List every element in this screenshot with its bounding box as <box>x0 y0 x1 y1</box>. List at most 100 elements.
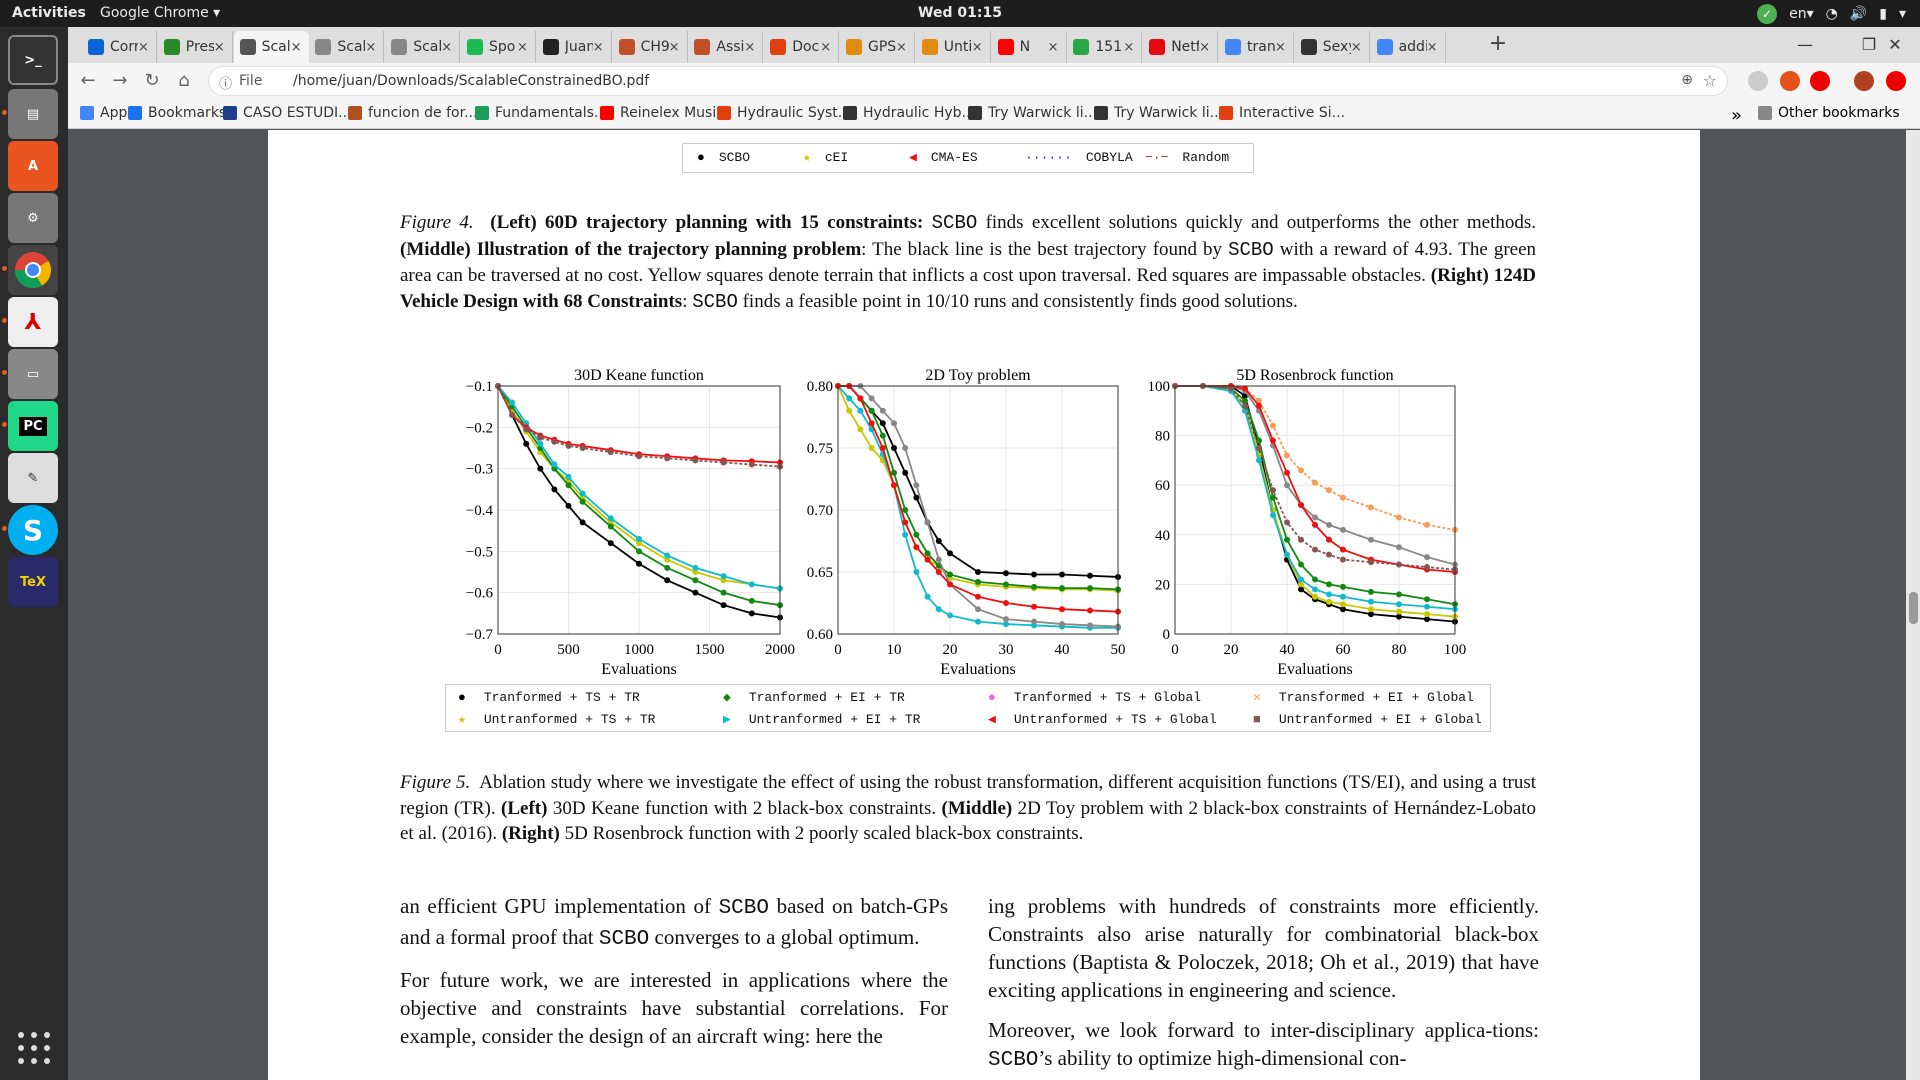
other-bookmarks[interactable]: Other bookmarks <box>1758 105 1900 121</box>
tab-label: tran <box>1247 39 1275 55</box>
menu-update-icon[interactable] <box>1886 71 1906 91</box>
bookmark-item[interactable]: Interactive Si... <box>1219 105 1345 121</box>
system-tray[interactable]: ✓ en▾ ◔ 🔊 ▮ ▾ <box>1757 4 1906 24</box>
tab-close-icon[interactable]: × <box>213 39 225 55</box>
bookmark-item[interactable]: Try Warwick li... <box>1094 105 1223 121</box>
browser-tab[interactable]: CH9 × <box>613 31 688 63</box>
browser-tab[interactable]: Juan × <box>537 31 612 63</box>
adblock-icon[interactable] <box>1810 71 1830 91</box>
browser-tab[interactable]: Corr × <box>82 31 157 63</box>
browser-tab[interactable]: Pres × <box>158 31 233 63</box>
site-info-icon[interactable]: ⓘ <box>219 77 233 92</box>
new-tab-button[interactable]: + <box>1488 31 1508 56</box>
bookmark-favicon-icon <box>600 106 614 120</box>
bookmark-item[interactable]: funcion de for... <box>348 105 477 121</box>
browser-tab[interactable]: N × <box>992 31 1067 63</box>
tab-label: N <box>1019 39 1031 55</box>
browser-tab[interactable]: Netf × <box>1143 31 1219 63</box>
data-point <box>1284 482 1290 489</box>
browser-tab[interactable]: Unti × <box>916 31 991 63</box>
tab-close-icon[interactable]: × <box>1426 39 1438 55</box>
data-point <box>1031 618 1037 625</box>
caption-bold: (Right) 124D Vehicle Design with 68 Cons… <box>400 265 1536 312</box>
browser-tab[interactable]: Assi × <box>688 31 764 63</box>
update-check-icon[interactable]: ✓ <box>1757 4 1778 24</box>
tab-close-icon[interactable]: × <box>138 39 149 55</box>
tab-close-icon[interactable]: × <box>668 39 680 55</box>
browser-tab[interactable]: 151 × <box>1067 31 1143 63</box>
browser-tab[interactable]: tran × <box>1219 31 1294 63</box>
texstudio-icon[interactable]: TeX <box>8 557 58 607</box>
url-text[interactable]: /home/juan/Downloads/ScalableConstrained… <box>293 73 650 89</box>
back-button[interactable]: ← <box>80 70 96 91</box>
legend-entry: ★ cEI <box>803 150 848 165</box>
home-button[interactable]: ⌂ <box>178 70 190 91</box>
bookmark-item[interactable]: Fundamentals... <box>475 105 607 121</box>
language-indicator[interactable]: en▾ <box>1789 6 1814 22</box>
tab-close-icon[interactable]: × <box>365 39 377 55</box>
software-center-icon[interactable]: A <box>8 141 58 191</box>
tab-close-icon[interactable]: × <box>592 39 604 55</box>
browser-tab[interactable]: Scal × <box>233 31 309 63</box>
browser-tab[interactable]: Spo × <box>461 31 536 63</box>
extension-icon[interactable] <box>1780 71 1800 91</box>
tab-close-icon[interactable]: × <box>1350 39 1362 55</box>
tab-close-icon[interactable]: × <box>820 39 832 55</box>
tab-close-icon[interactable]: × <box>1275 39 1286 55</box>
zoom-icon[interactable]: ⊕ <box>1681 72 1693 88</box>
bookmark-item[interactable]: Apps <box>80 105 135 121</box>
terminal-icon[interactable]: >_ <box>8 35 58 85</box>
tab-close-icon[interactable]: × <box>1199 39 1211 55</box>
bookmarks-overflow-icon[interactable]: » <box>1731 105 1743 126</box>
scrollbar[interactable] <box>1906 130 1920 1080</box>
bookmark-item[interactable]: Reinelex Music <box>600 105 724 121</box>
text-editor-icon[interactable]: ✎ <box>8 453 58 503</box>
bookmark-star-icon[interactable]: ☆ <box>1702 71 1717 90</box>
scrollbar-thumb[interactable] <box>1909 592 1918 624</box>
tab-close-icon[interactable]: × <box>1123 39 1135 55</box>
browser-tab[interactable]: GPS × <box>840 31 915 63</box>
tab-close-icon[interactable]: × <box>1047 39 1059 55</box>
legend-marker: ● <box>458 690 466 705</box>
tab-close-icon[interactable]: × <box>971 39 983 55</box>
forward-button[interactable]: → <box>112 70 128 91</box>
pdf-reader-icon[interactable]: ⅄ <box>8 297 58 347</box>
activities-button[interactable]: Activities <box>12 5 86 21</box>
system-settings-icon[interactable]: ⚙ <box>8 193 58 243</box>
file-manager-icon[interactable]: ▤ <box>8 89 58 139</box>
clock[interactable]: Wed 01:15 <box>918 5 1002 21</box>
extension-icon[interactable] <box>1748 71 1768 91</box>
restore-button[interactable]: ❐ <box>1861 35 1877 54</box>
bookmark-favicon-icon <box>968 106 982 120</box>
bookmark-item[interactable]: Hydraulic Syst... <box>717 105 851 121</box>
tab-close-icon[interactable]: × <box>441 39 453 55</box>
app-menu[interactable]: Google Chrome ▾ <box>100 5 221 21</box>
browser-tab[interactable]: addi × <box>1371 31 1446 63</box>
profile-avatar[interactable] <box>1854 71 1874 91</box>
tab-close-icon[interactable]: × <box>744 39 756 55</box>
tab-close-icon[interactable]: × <box>896 39 907 55</box>
bookmark-label: Interactive Si... <box>1239 105 1345 121</box>
minimize-button[interactable]: — <box>1797 35 1813 54</box>
bookmark-item[interactable]: Try Warwick li... <box>968 105 1097 121</box>
reload-button[interactable]: ↻ <box>144 70 160 91</box>
close-window-button[interactable]: ✕ <box>1888 35 1902 54</box>
tab-close-icon[interactable]: × <box>517 39 528 55</box>
browser-tab[interactable]: Sexy× <box>1295 31 1370 63</box>
bookmark-item[interactable]: CASO ESTUDI... <box>223 105 352 121</box>
pycharm-icon[interactable]: PC <box>8 401 58 451</box>
bookmark-item[interactable]: Bookmarks <box>128 105 226 121</box>
chrome-icon[interactable] <box>8 245 58 295</box>
show-applications-icon[interactable] <box>18 1032 50 1064</box>
scanner-icon[interactable]: ▭ <box>8 349 58 399</box>
browser-tab[interactable]: Doc × <box>764 31 840 63</box>
data-point <box>1256 402 1262 409</box>
browser-tab[interactable]: Scal × <box>385 31 461 63</box>
browser-tab[interactable]: Scal × <box>309 31 385 63</box>
x-tick-label: 50 <box>1111 642 1126 658</box>
power-menu-icon[interactable]: ▾ <box>1898 6 1906 22</box>
bookmark-item[interactable]: Hydraulic Hyb... <box>843 105 975 121</box>
address-bar[interactable]: ⓘ File /home/juan/Downloads/ScalableCons… <box>208 66 1728 96</box>
skype-icon[interactable]: S <box>8 505 58 555</box>
tab-close-icon[interactable]: × <box>290 39 302 55</box>
